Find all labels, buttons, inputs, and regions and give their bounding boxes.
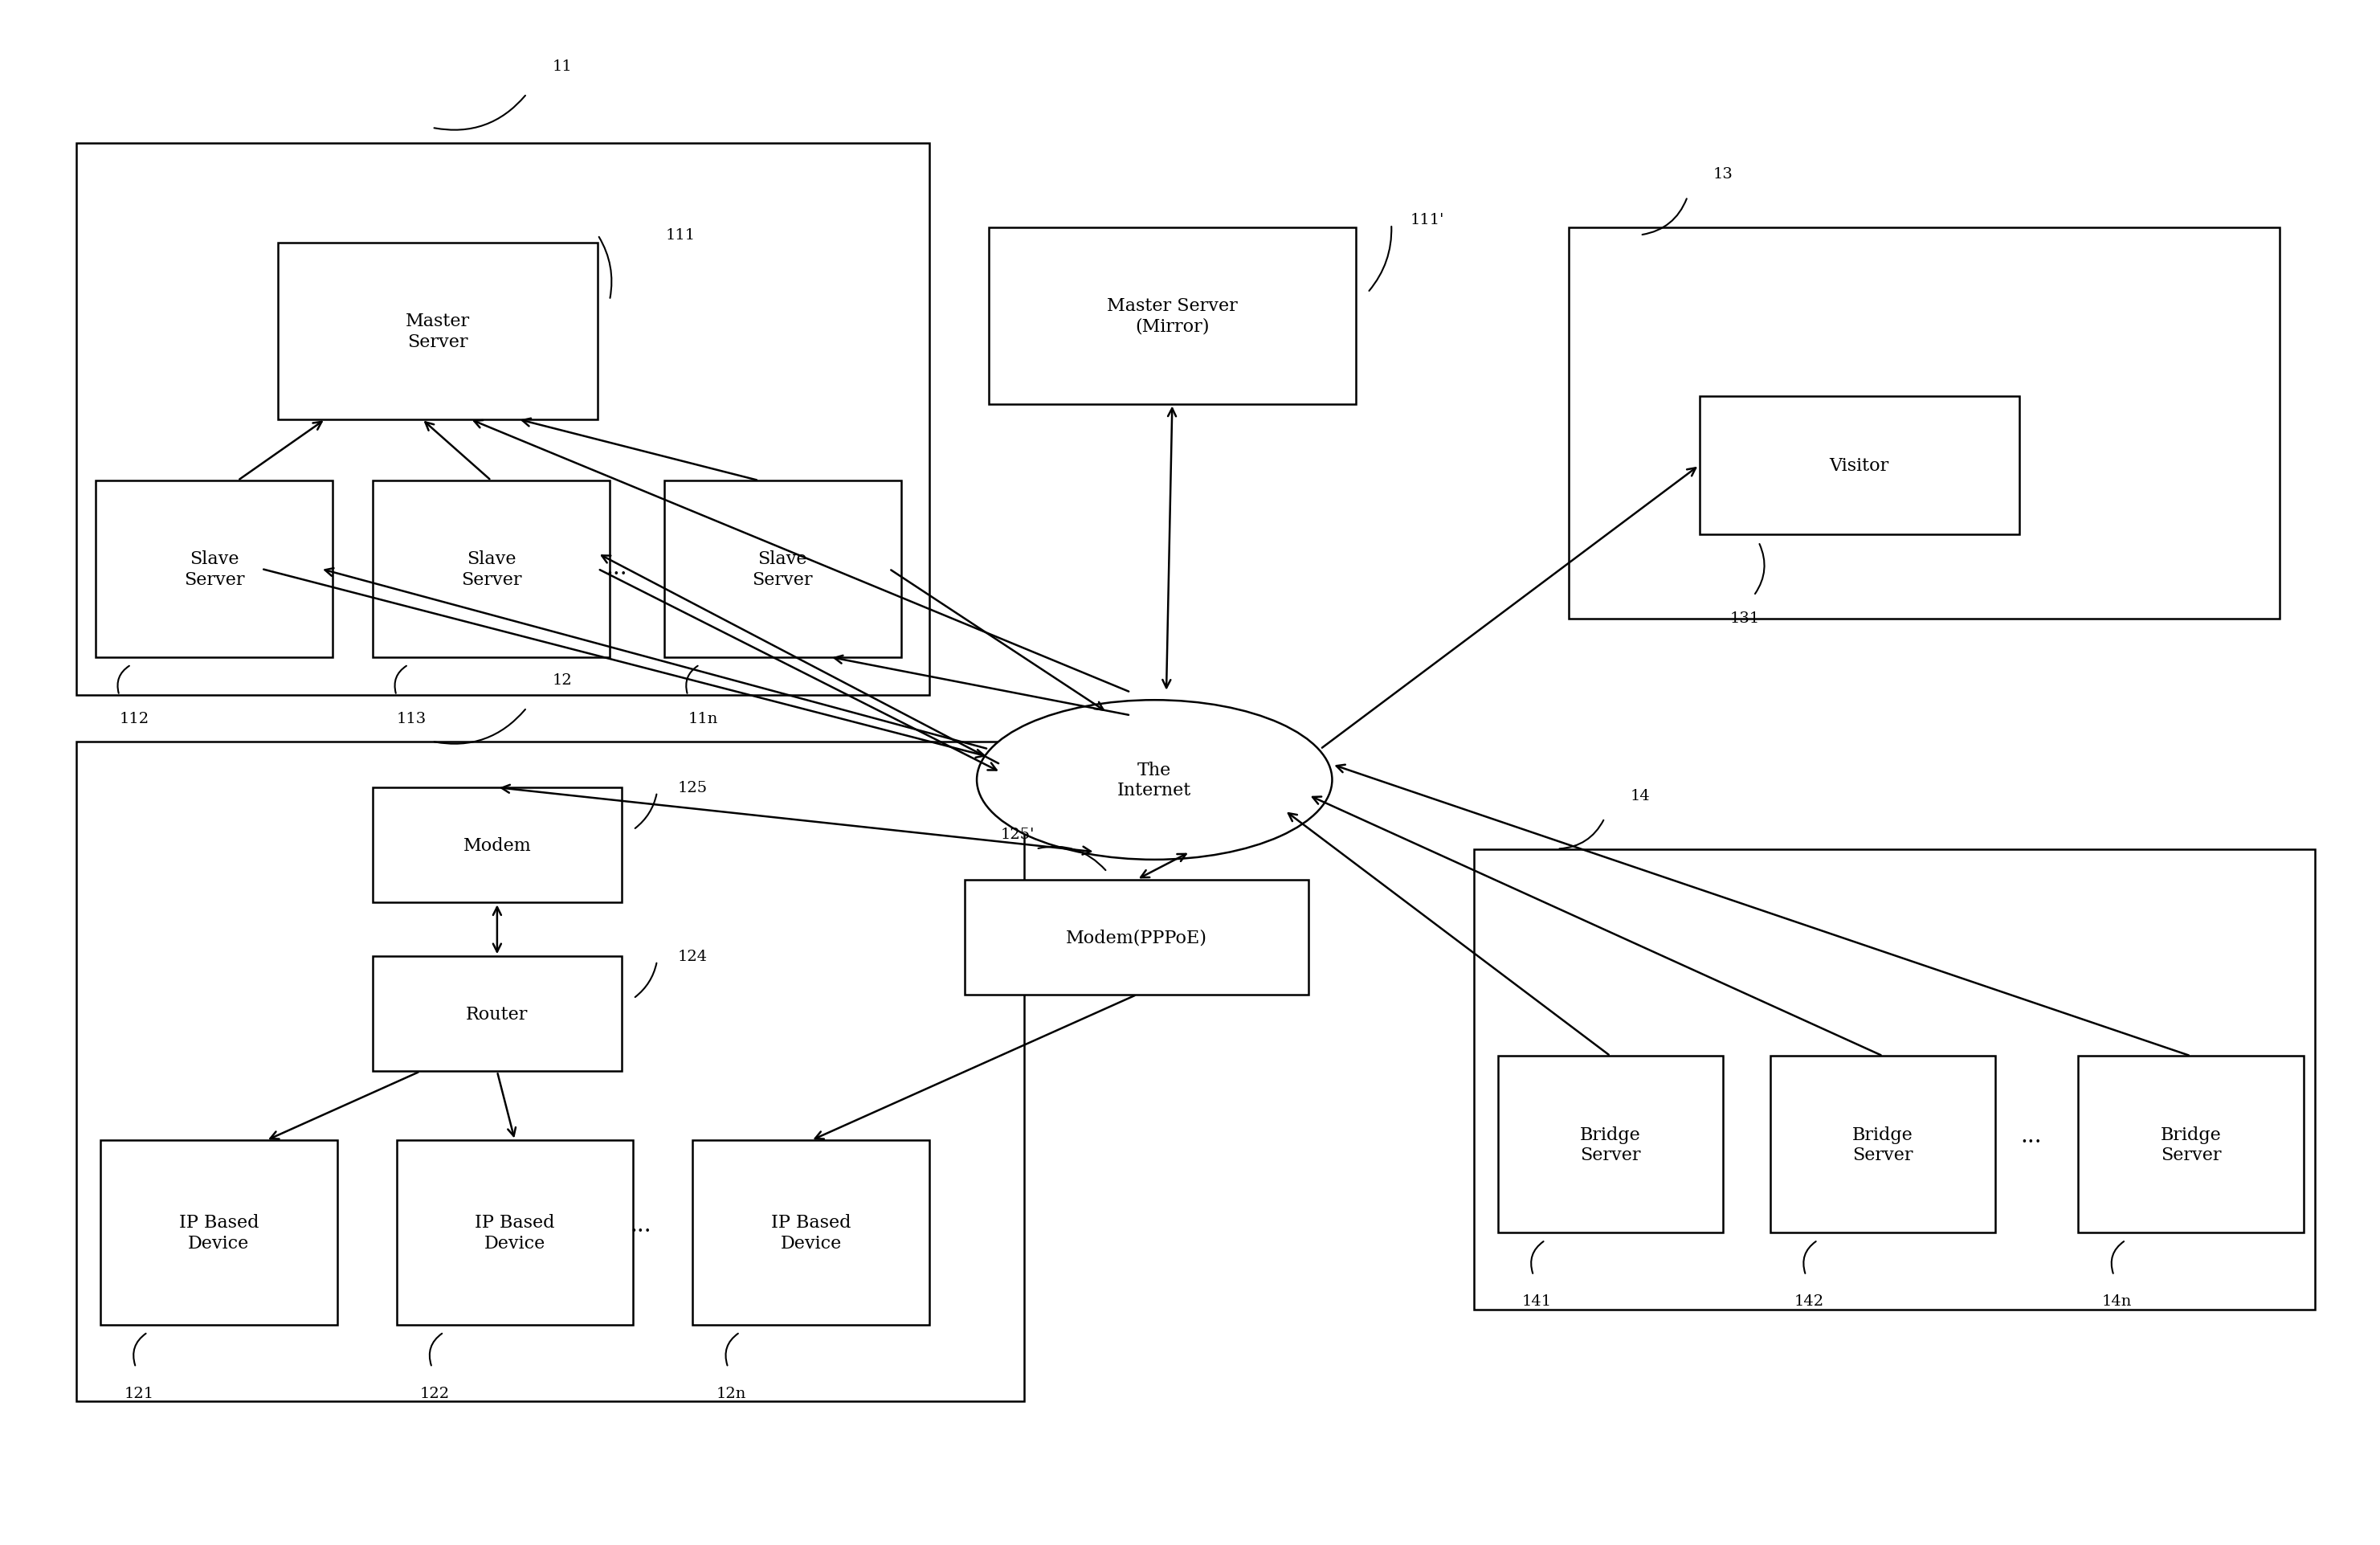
Text: 12: 12 xyxy=(552,674,571,688)
Text: 111: 111 xyxy=(666,229,695,243)
Text: Bridge
Server: Bridge Server xyxy=(2161,1125,2221,1163)
Text: 13: 13 xyxy=(1714,167,1733,181)
Text: 111': 111' xyxy=(1409,213,1445,227)
Bar xyxy=(988,229,1357,405)
Text: 112: 112 xyxy=(119,711,150,726)
Bar xyxy=(1473,850,2316,1309)
Text: Router: Router xyxy=(466,1006,528,1023)
Text: 14n: 14n xyxy=(2102,1295,2132,1309)
Text: 113: 113 xyxy=(397,711,426,726)
Bar xyxy=(1699,397,2018,535)
Text: ...: ... xyxy=(607,558,628,579)
Bar xyxy=(100,1140,338,1324)
Text: IP Based
Device: IP Based Device xyxy=(771,1214,852,1251)
Text: Bridge
Server: Bridge Server xyxy=(1580,1125,1640,1163)
Text: Visitor: Visitor xyxy=(1830,457,1890,474)
Text: 125: 125 xyxy=(678,780,707,796)
Text: 11: 11 xyxy=(552,60,571,74)
Text: 121: 121 xyxy=(124,1386,155,1400)
Text: Slave
Server: Slave Server xyxy=(462,550,521,589)
Text: Modem: Modem xyxy=(464,836,531,854)
Bar xyxy=(664,480,902,658)
Text: Slave
Server: Slave Server xyxy=(183,550,245,589)
Ellipse shape xyxy=(976,700,1333,861)
Bar xyxy=(374,956,621,1072)
Bar xyxy=(76,742,1023,1401)
Text: 12n: 12n xyxy=(716,1386,747,1400)
Text: 141: 141 xyxy=(1521,1295,1552,1309)
Bar xyxy=(1568,229,2280,620)
Bar xyxy=(964,879,1309,995)
Bar xyxy=(76,144,931,695)
Text: IP Based
Device: IP Based Device xyxy=(476,1214,555,1251)
Text: IP Based
Device: IP Based Device xyxy=(178,1214,259,1251)
Text: 131: 131 xyxy=(1730,612,1761,626)
Text: 14: 14 xyxy=(1630,788,1649,803)
Text: 125': 125' xyxy=(1000,827,1035,842)
Bar xyxy=(374,480,609,658)
Text: Modem(PPPoE): Modem(PPPoE) xyxy=(1066,929,1207,946)
Text: Slave
Server: Slave Server xyxy=(752,550,814,589)
Bar xyxy=(2078,1057,2304,1233)
Bar xyxy=(278,243,597,420)
Text: 122: 122 xyxy=(421,1386,450,1400)
Bar xyxy=(693,1140,931,1324)
Bar xyxy=(1497,1057,1723,1233)
Text: 124: 124 xyxy=(678,949,707,964)
Text: The
Internet: The Internet xyxy=(1119,762,1192,799)
Text: Master
Server: Master Server xyxy=(405,312,471,351)
Bar xyxy=(374,788,621,902)
Text: 11n: 11n xyxy=(688,711,719,726)
Text: 142: 142 xyxy=(1795,1295,1823,1309)
Text: ...: ... xyxy=(631,1214,652,1236)
Bar xyxy=(95,480,333,658)
Bar xyxy=(1771,1057,1994,1233)
Text: Master Server
(Mirror): Master Server (Mirror) xyxy=(1107,297,1238,335)
Text: Bridge
Server: Bridge Server xyxy=(1852,1125,1914,1163)
Text: ...: ... xyxy=(2021,1125,2042,1146)
Bar xyxy=(397,1140,633,1324)
